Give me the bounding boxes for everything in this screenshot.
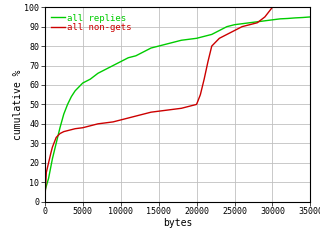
X-axis label: bytes: bytes bbox=[163, 217, 192, 228]
Legend: all replies, all non-gets: all replies, all non-gets bbox=[49, 12, 134, 34]
Y-axis label: cumulative %: cumulative % bbox=[13, 69, 23, 140]
